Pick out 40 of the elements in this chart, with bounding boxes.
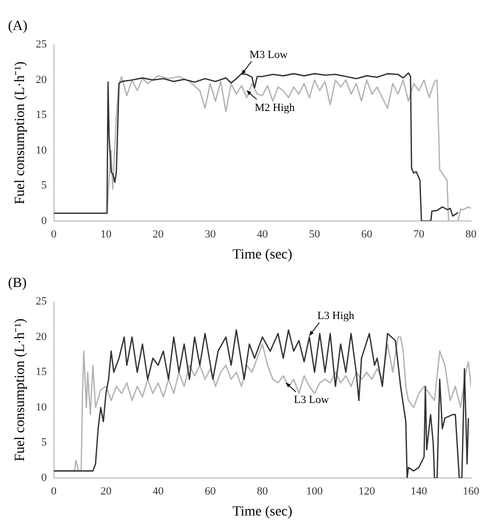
y-tick-label: 25 [36,296,48,308]
x-tick-label: 30 [204,228,216,240]
y-tick-label: 15 [36,109,48,122]
x-axis-title: Time (sec) [232,247,293,262]
y-tick-label: 0 [41,472,48,484]
y-tick-label: 20 [36,330,48,343]
x-tick-label: 120 [358,485,376,498]
x-tick-label: 140 [410,485,428,498]
x-tick-label: 80 [256,485,268,498]
annotation: M3 Low [250,48,288,61]
y-tick-label: 10 [36,144,48,156]
y-axis-title: Fuel consumption (L·h⁻¹) [13,318,28,462]
annotation: L3 Low [294,394,330,406]
x-tick-label: 10 [100,228,112,240]
chart-title: (A) [8,19,28,34]
y-tick-label: 10 [36,401,48,414]
x-tick-label: 20 [152,228,164,240]
y-tick-label: 5 [41,180,48,192]
y-tick-label: 15 [36,366,48,378]
x-tick-label: 0 [51,228,58,240]
chart-title: (B) [8,276,27,292]
x-tick-label: 80 [466,228,477,240]
x-tick-label: 0 [51,485,58,498]
x-tick-label: 70 [413,228,425,240]
x-tick-label: 50 [309,228,321,240]
y-axis-title: Fuel consumption (L·h⁻¹) [13,61,28,204]
x-tick-label: 60 [204,485,216,498]
y-tick-label: 5 [41,436,48,449]
y-tick-label: 0 [41,214,48,227]
x-axis-title: Time (sec) [232,504,293,520]
x-tick-label: 60 [361,228,373,240]
y-tick-label: 25 [36,38,48,51]
x-tick-label: 40 [152,485,164,498]
x-tick-label: 100 [306,485,324,498]
x-tick-label: 160 [462,485,480,498]
annotation: M2 High [254,102,296,114]
x-tick-label: 40 [256,228,268,240]
x-tick-label: 20 [100,485,112,498]
annotation: L3 High [317,310,355,322]
y-tick-label: 20 [36,74,48,86]
